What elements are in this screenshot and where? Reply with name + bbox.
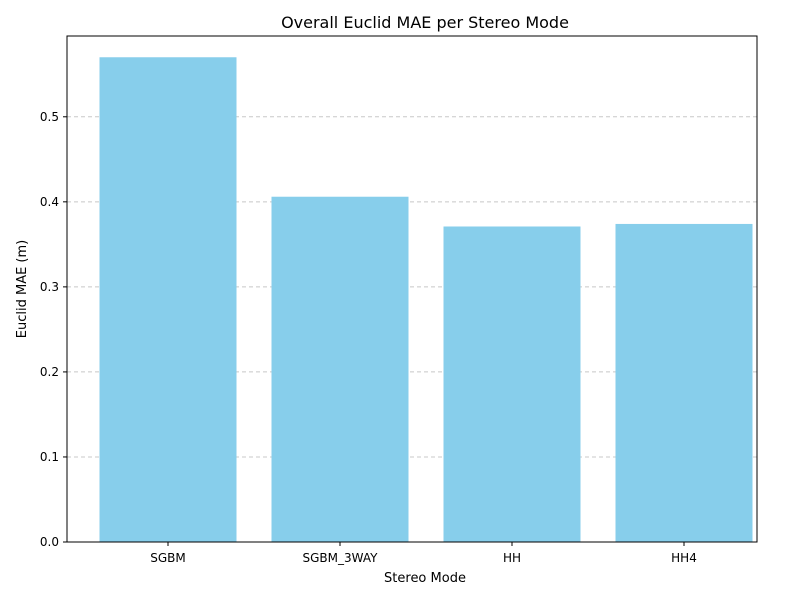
x-tick-label: HH bbox=[503, 551, 521, 565]
y-tick-label: 0.1 bbox=[40, 450, 59, 464]
y-axis-title: Euclid MAE (m) bbox=[15, 240, 30, 338]
y-tick-label: 0.3 bbox=[40, 280, 59, 294]
x-tick-label: SGBM bbox=[150, 551, 186, 565]
y-axis-ticks: 0.0 0.1 0.2 0.3 0.4 0.5 bbox=[40, 110, 67, 549]
x-tick-label: HH4 bbox=[671, 551, 697, 565]
chart-title: Overall Euclid MAE per Stereo Mode bbox=[281, 13, 569, 32]
x-axis-title: Stereo Mode bbox=[384, 571, 466, 586]
bar-sgbm bbox=[99, 57, 237, 543]
y-tick-label: 0.2 bbox=[40, 365, 59, 379]
bar-hh4 bbox=[615, 223, 753, 542]
y-tick-label: 0.5 bbox=[40, 110, 59, 124]
y-tick-label: 0.0 bbox=[40, 535, 59, 549]
bar-sgbm-3way bbox=[271, 196, 409, 542]
bars bbox=[99, 57, 753, 543]
y-tick-label: 0.4 bbox=[40, 195, 59, 209]
x-tick-label: SGBM_3WAY bbox=[303, 551, 379, 565]
bar-hh bbox=[443, 226, 581, 542]
x-axis-ticks: SGBM SGBM_3WAY HH HH4 bbox=[150, 542, 697, 565]
plot-frame bbox=[66, 35, 758, 543]
